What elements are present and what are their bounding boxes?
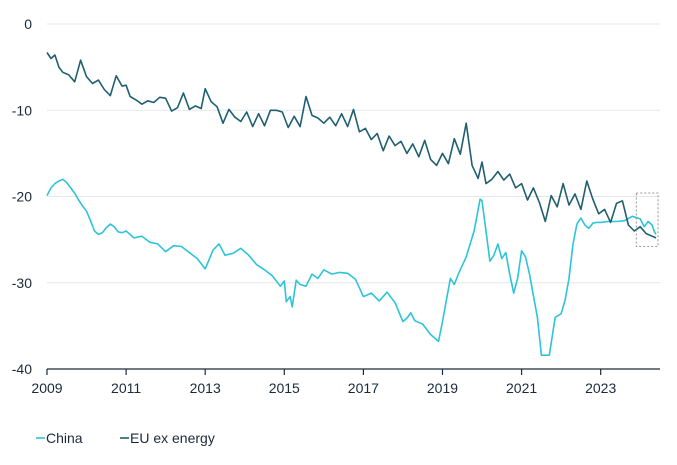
highlight-box [635,192,659,247]
highlight-rect [635,192,659,247]
y-tick-label: -10 [12,102,32,118]
x-tick-label: 2021 [506,380,537,396]
x-tick-label: 2015 [269,380,300,396]
legend: China EU ex energy [36,430,215,446]
x-tick-label: 2013 [190,380,221,396]
x-tick-label: 2017 [348,380,379,396]
y-axis: 0 -10 -20 -30 -40 [12,16,32,377]
x-tick-label: 2011 [111,380,141,396]
y-tick-label: -40 [12,361,32,377]
legend-label: China [46,430,83,446]
series-line-eu-ex-energy [46,52,657,239]
gridlines [47,23,660,284]
y-tick-label: -30 [12,275,32,291]
x-tick-label: 2009 [31,380,62,396]
y-tick-label: -20 [12,189,32,205]
legend-label: EU ex energy [130,430,215,446]
series-lines [46,52,657,356]
x-axis: 2009 2011 2013 2015 2017 2019 2021 2023 [31,368,660,396]
series-line-china [46,178,657,356]
y-tick-label: 0 [24,16,32,32]
x-tick-label: 2019 [427,380,458,396]
x-tick-label: 2023 [585,380,616,396]
